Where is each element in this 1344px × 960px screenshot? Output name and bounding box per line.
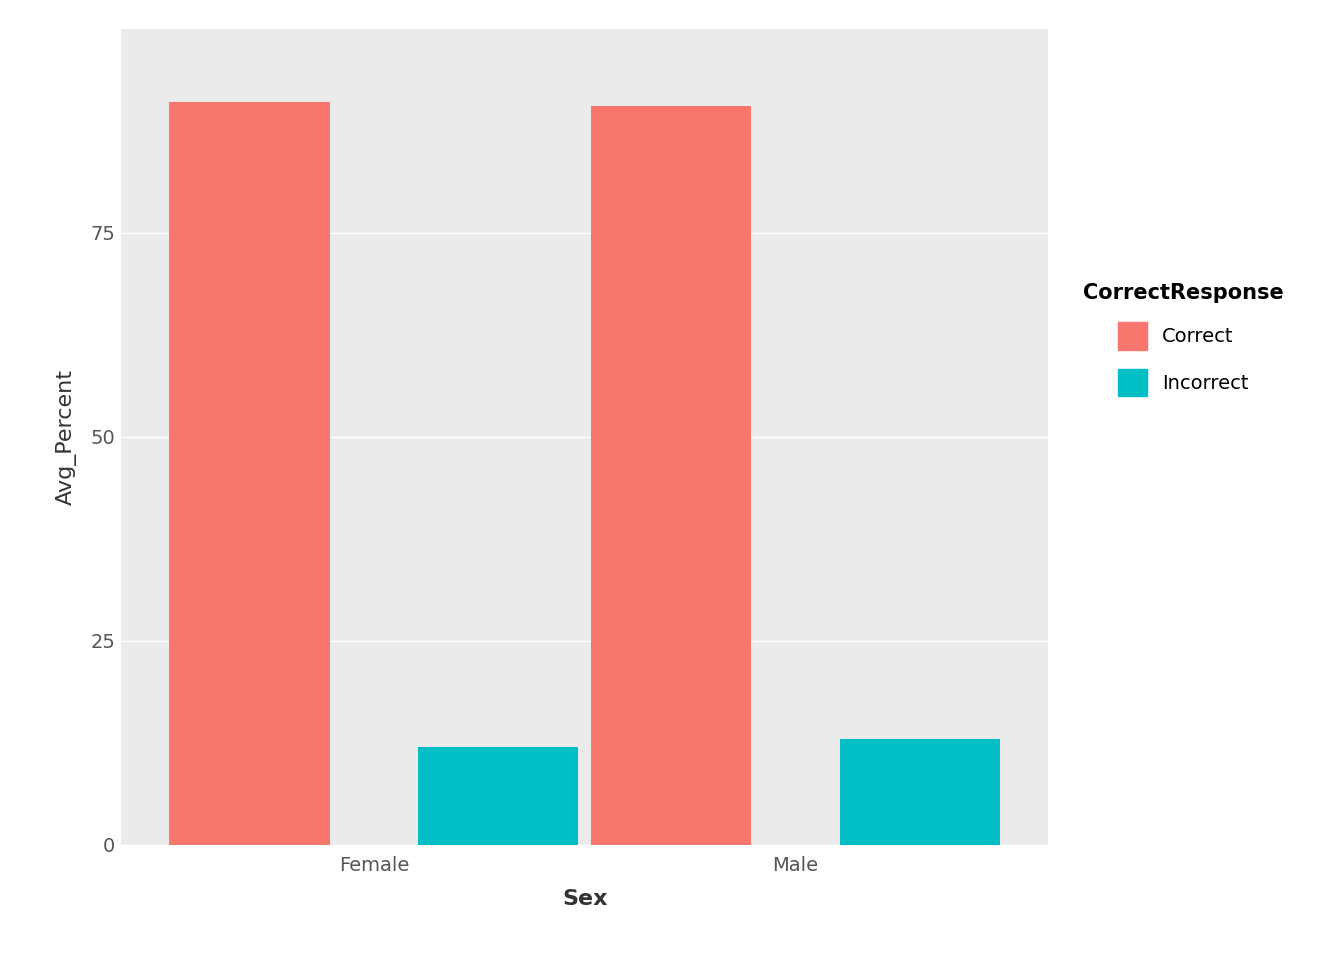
Bar xyxy=(591,107,751,845)
Y-axis label: Avg_Percent: Avg_Percent xyxy=(55,369,77,505)
X-axis label: Sex: Sex xyxy=(562,889,607,909)
Bar xyxy=(418,747,578,845)
Bar xyxy=(840,739,1000,845)
Bar xyxy=(169,103,329,845)
Legend: Correct, Incorrect: Correct, Incorrect xyxy=(1067,267,1300,412)
